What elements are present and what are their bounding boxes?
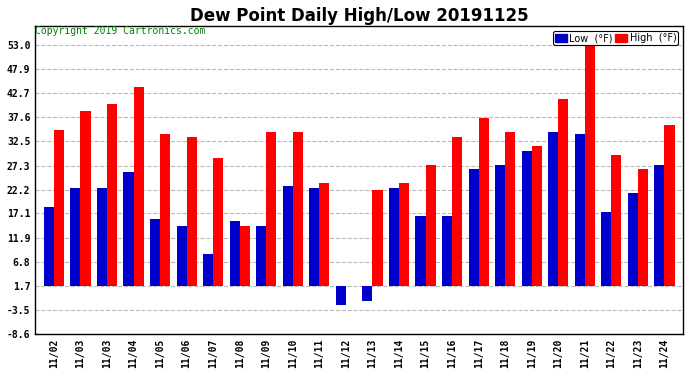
Bar (601, 211, 611, 286)
Bar (186, 136, 197, 286)
Bar (124, 172, 134, 286)
Bar (97, 188, 107, 286)
Bar (575, 134, 585, 286)
Bar (336, 286, 346, 305)
Title: Dew Point Daily High/Low 20191125: Dew Point Daily High/Low 20191125 (190, 7, 529, 25)
Bar (266, 132, 277, 286)
Bar (150, 219, 160, 286)
Bar (107, 104, 117, 286)
Bar (54, 130, 64, 286)
Bar (415, 216, 426, 286)
Bar (399, 183, 409, 286)
Bar (134, 87, 144, 286)
Bar (293, 132, 303, 286)
Bar (81, 111, 90, 286)
Bar (256, 226, 266, 286)
Legend: Low  (°F), High  (°F): Low (°F), High (°F) (553, 32, 678, 45)
Bar (495, 165, 505, 286)
Bar (479, 118, 489, 286)
Bar (638, 170, 648, 286)
Text: Copyright 2019 Cartronics.com: Copyright 2019 Cartronics.com (35, 27, 206, 36)
Bar (70, 188, 81, 286)
Bar (548, 132, 558, 286)
Bar (43, 207, 54, 286)
Bar (373, 190, 382, 286)
Bar (319, 183, 329, 286)
Bar (230, 221, 239, 286)
Bar (522, 151, 532, 286)
Bar (203, 254, 213, 286)
Bar (309, 188, 319, 286)
Bar (362, 286, 373, 300)
Bar (469, 170, 479, 286)
Bar (452, 136, 462, 286)
Bar (611, 155, 622, 286)
Bar (558, 99, 569, 286)
Bar (664, 125, 675, 286)
Bar (442, 216, 452, 286)
Bar (283, 186, 293, 286)
Bar (213, 158, 224, 286)
Bar (160, 134, 170, 286)
Bar (239, 226, 250, 286)
Bar (628, 193, 638, 286)
Bar (177, 226, 186, 286)
Bar (532, 146, 542, 286)
Bar (389, 188, 399, 286)
Bar (426, 165, 435, 286)
Bar (505, 132, 515, 286)
Bar (654, 165, 664, 286)
Bar (585, 45, 595, 286)
